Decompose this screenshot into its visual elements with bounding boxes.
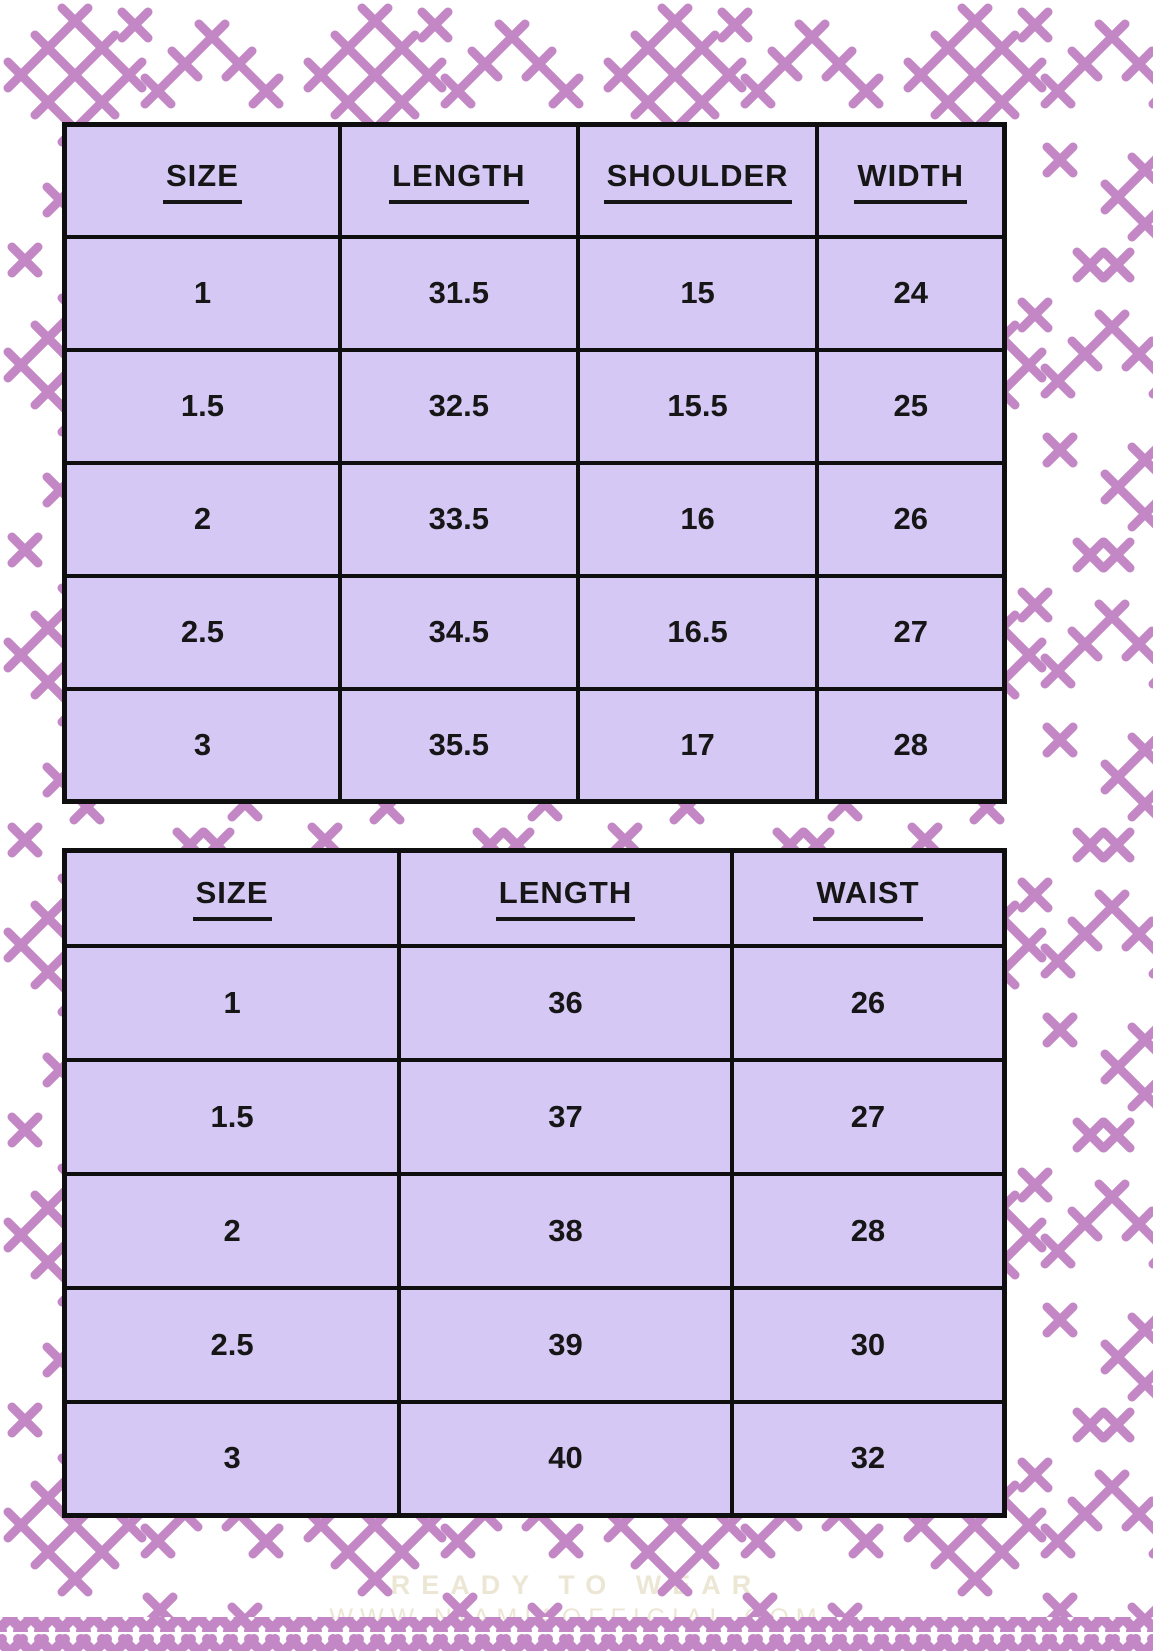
- column-header-cell: SIZE: [62, 122, 342, 239]
- measurement-cell: 28: [815, 686, 1007, 804]
- header-row: SIZE LENGTH SHOULDER WIDTH: [62, 122, 1007, 239]
- column-header-cell: LENGTH: [397, 848, 734, 948]
- measurement-cell: 15: [575, 234, 820, 352]
- measurement-cell: 37: [397, 1057, 734, 1176]
- measurement-cell: 2: [62, 1171, 402, 1290]
- column-header-label: SIZE: [163, 158, 242, 204]
- measurement-cell: 26: [729, 943, 1007, 1062]
- measurement-cell: 36: [397, 943, 734, 1062]
- measurement-cell: 28: [729, 1171, 1007, 1290]
- table-row: 2.5 39 30: [62, 1285, 1007, 1404]
- measurement-cell: 33.5: [337, 460, 580, 578]
- watermark-website-url: WWW.NIAMIAOFFICIAL.COM: [329, 1604, 824, 1632]
- table-row: 1.5 32.5 15.5 25: [62, 347, 1007, 465]
- measurement-cell: 26: [815, 460, 1007, 578]
- measurement-cell: 24: [815, 234, 1007, 352]
- tops-size-table: SIZE LENGTH SHOULDER WIDTH 1 31.5 15 24 1.5 32.5…: [62, 122, 1007, 804]
- measurement-cell: 39: [397, 1285, 734, 1404]
- measurement-cell: 1: [62, 943, 402, 1062]
- table-row: 3 35.5 17 28: [62, 686, 1007, 804]
- measurement-cell: 2.5: [62, 573, 342, 691]
- measurement-cell: 2: [62, 460, 342, 578]
- watermark-ready-to-wear: READY TO WEAR: [390, 1570, 763, 1600]
- column-header-label: WAIST: [813, 875, 923, 922]
- table-row: 1.5 37 27: [62, 1057, 1007, 1176]
- measurement-cell: 1: [62, 234, 342, 352]
- column-header-label: LENGTH: [495, 875, 636, 922]
- measurement-cell: 32.5: [337, 347, 580, 465]
- table-row: 2 38 28: [62, 1171, 1007, 1290]
- column-header-cell: SHOULDER: [575, 122, 820, 239]
- column-header-cell: LENGTH: [337, 122, 580, 239]
- column-header-cell: SIZE: [62, 848, 402, 948]
- measurement-cell: 35.5: [337, 686, 580, 804]
- measurement-cell: 25: [815, 347, 1007, 465]
- measurement-cell: 15.5: [575, 347, 820, 465]
- measurement-cell: 27: [729, 1057, 1007, 1176]
- measurement-cell: 3: [62, 686, 342, 804]
- column-header-cell: WAIST: [729, 848, 1007, 948]
- column-header-label: LENGTH: [389, 158, 529, 204]
- table-row: 2 33.5 16 26: [62, 460, 1007, 578]
- measurement-cell: 16.5: [575, 573, 820, 691]
- measurement-cell: 2.5: [62, 1285, 402, 1404]
- measurement-cell: 16: [575, 460, 820, 578]
- measurement-cell: 31.5: [337, 234, 580, 352]
- table-row: 3 40 32: [62, 1399, 1007, 1518]
- measurement-cell: 38: [397, 1171, 734, 1290]
- bottoms-size-table: SIZE LENGTH WAIST 1 36 26 1.5 37 27 2 38 28 2.5 39 30…: [62, 848, 1007, 1518]
- measurement-cell: 1.5: [62, 347, 342, 465]
- column-header-label: WIDTH: [854, 158, 967, 204]
- header-row: SIZE LENGTH WAIST: [62, 848, 1007, 948]
- column-header-label: SIZE: [192, 875, 272, 922]
- table-row: 1 36 26: [62, 943, 1007, 1062]
- measurement-cell: 1.5: [62, 1057, 402, 1176]
- measurement-cell: 40: [397, 1399, 734, 1518]
- measurement-cell: 32: [729, 1399, 1007, 1518]
- table-row: 1 31.5 15 24: [62, 234, 1007, 352]
- measurement-cell: 27: [815, 573, 1007, 691]
- table-row: 2.5 34.5 16.5 27: [62, 573, 1007, 691]
- measurement-cell: 30: [729, 1285, 1007, 1404]
- measurement-cell: 3: [62, 1399, 402, 1518]
- column-header-label: SHOULDER: [603, 158, 792, 204]
- measurement-cell: 34.5: [337, 573, 580, 691]
- measurement-cell: 17: [575, 686, 820, 804]
- column-header-cell: WIDTH: [815, 122, 1007, 239]
